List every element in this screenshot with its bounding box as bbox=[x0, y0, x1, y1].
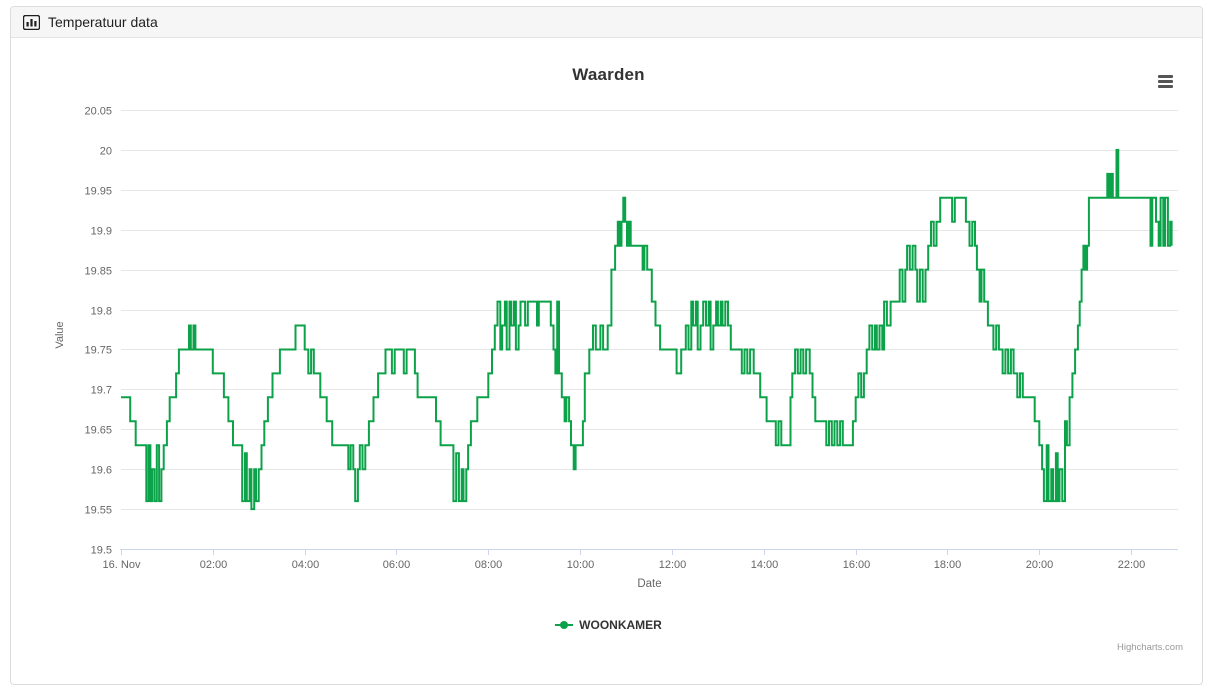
highcharts-credits[interactable]: Highcharts.com bbox=[1117, 642, 1183, 653]
y-tick-label: 19.65 bbox=[84, 425, 112, 437]
x-tick-label: 22:00 bbox=[1118, 559, 1146, 571]
y-tick-label: 19.95 bbox=[84, 186, 112, 198]
x-tick-label: 14:00 bbox=[751, 559, 779, 571]
y-tick-label: 19.5 bbox=[91, 545, 112, 557]
y-tick-label: 20 bbox=[100, 146, 112, 158]
x-tick-label: 06:00 bbox=[383, 559, 411, 571]
hamburger-menu-icon[interactable] bbox=[1153, 71, 1177, 91]
temperature-panel: Temperatuur data Waarden 19.5 19.55 19.6 19… bbox=[10, 6, 1203, 685]
x-tick-label: 08:00 bbox=[475, 559, 503, 571]
y-tick-label: 20.05 bbox=[84, 106, 112, 118]
x-tick-label: 18:00 bbox=[934, 559, 962, 571]
x-tick-label: 20:00 bbox=[1026, 559, 1054, 571]
line-marker-icon bbox=[555, 619, 574, 631]
y-tick-label: 19.85 bbox=[84, 266, 112, 278]
legend-label: WOONKAMER bbox=[579, 618, 662, 632]
panel-title: Temperatuur data bbox=[48, 14, 158, 30]
y-axis-title: Value bbox=[54, 321, 66, 349]
y-tick-label: 19.75 bbox=[84, 345, 112, 357]
y-tick-label: 19.7 bbox=[91, 385, 112, 397]
x-tick-label: 12:00 bbox=[659, 559, 687, 571]
x-tick-label: 16:00 bbox=[843, 559, 871, 571]
x-axis-title: Date bbox=[637, 578, 662, 590]
y-tick-label: 19.9 bbox=[91, 226, 112, 238]
y-tick-label: 19.6 bbox=[91, 465, 112, 477]
highcharts-container: Waarden 19.5 19.55 19.6 19.65 19.7 19.75 19.8 1… bbox=[26, 47, 1191, 679]
y-tick-label: 19.8 bbox=[91, 306, 112, 318]
legend-item-woonkamer[interactable]: WOONKAMER bbox=[555, 618, 662, 632]
y-tick-label: 19.55 bbox=[84, 505, 112, 517]
x-tick-label: 04:00 bbox=[292, 559, 320, 571]
x-tick-label: 16. Nov bbox=[103, 559, 141, 571]
bar-chart-icon bbox=[23, 14, 40, 30]
series-woonkamer bbox=[121, 148, 1173, 511]
legend: WOONKAMER bbox=[26, 618, 1191, 632]
chart-title: Waarden bbox=[572, 65, 645, 84]
plot-area: 19.5 19.55 19.6 19.65 19.7 19.75 19.8 19.85 19.9… bbox=[84, 106, 1178, 571]
x-tick-label: 02:00 bbox=[200, 559, 228, 571]
x-tick-label: 10:00 bbox=[567, 559, 595, 571]
panel-header: Temperatuur data bbox=[11, 7, 1202, 38]
